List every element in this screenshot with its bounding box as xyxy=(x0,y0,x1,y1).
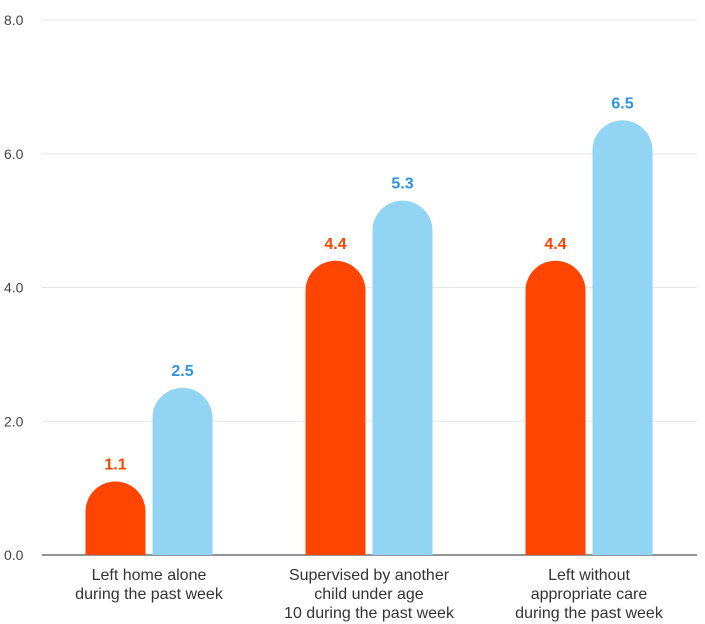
x-category-label-line: appropriate care xyxy=(531,586,648,603)
y-tick-label: 2.0 xyxy=(4,413,24,429)
x-category-label-line: 10 during the past week xyxy=(284,605,455,622)
bars xyxy=(85,120,653,556)
data-label: 5.3 xyxy=(391,176,413,193)
x-axis: Left home alone during the past week Super… xyxy=(75,567,664,622)
data-labels: 1.1 4.4 4.4 2.5 5.3 6.5 xyxy=(104,95,633,473)
x-category-label-line: Supervised by another xyxy=(289,567,450,584)
y-tick-label: 0.0 xyxy=(4,547,24,563)
data-label: 1.1 xyxy=(104,456,126,473)
x-category-label-line: child under age xyxy=(314,586,424,603)
x-category-label-line: Left home alone xyxy=(92,567,207,584)
y-tick-label: 8.0 xyxy=(4,12,24,28)
y-tick-label: 6.0 xyxy=(4,146,24,162)
bar-series-2-cat-1 xyxy=(152,387,213,555)
bar-series-1-cat-2 xyxy=(305,260,366,555)
data-label: 2.5 xyxy=(171,363,193,380)
bar-series-1-cat-1 xyxy=(85,481,146,555)
bar-series-2-cat-3 xyxy=(592,120,653,556)
data-label: 4.4 xyxy=(544,236,566,253)
y-tick-label: 4.0 xyxy=(4,280,24,296)
data-label: 4.4 xyxy=(324,236,346,253)
x-category-label-line: during the past week xyxy=(75,586,224,603)
x-category-label-line: during the past week xyxy=(515,605,664,622)
gridlines xyxy=(42,19,697,556)
x-category-label: Left home alone during the past week xyxy=(75,567,224,603)
y-axis: 0.0 2.0 4.0 6.0 8.0 xyxy=(4,12,24,563)
x-category-label: Left without appropriate care during the p… xyxy=(515,567,664,622)
x-category-label-line: Left without xyxy=(548,567,630,584)
bar-series-2-cat-2 xyxy=(372,200,433,556)
data-label: 6.5 xyxy=(611,95,633,112)
bar-series-1-cat-3 xyxy=(525,260,586,555)
x-category-label: Supervised by another child under age 10 d… xyxy=(284,567,455,622)
